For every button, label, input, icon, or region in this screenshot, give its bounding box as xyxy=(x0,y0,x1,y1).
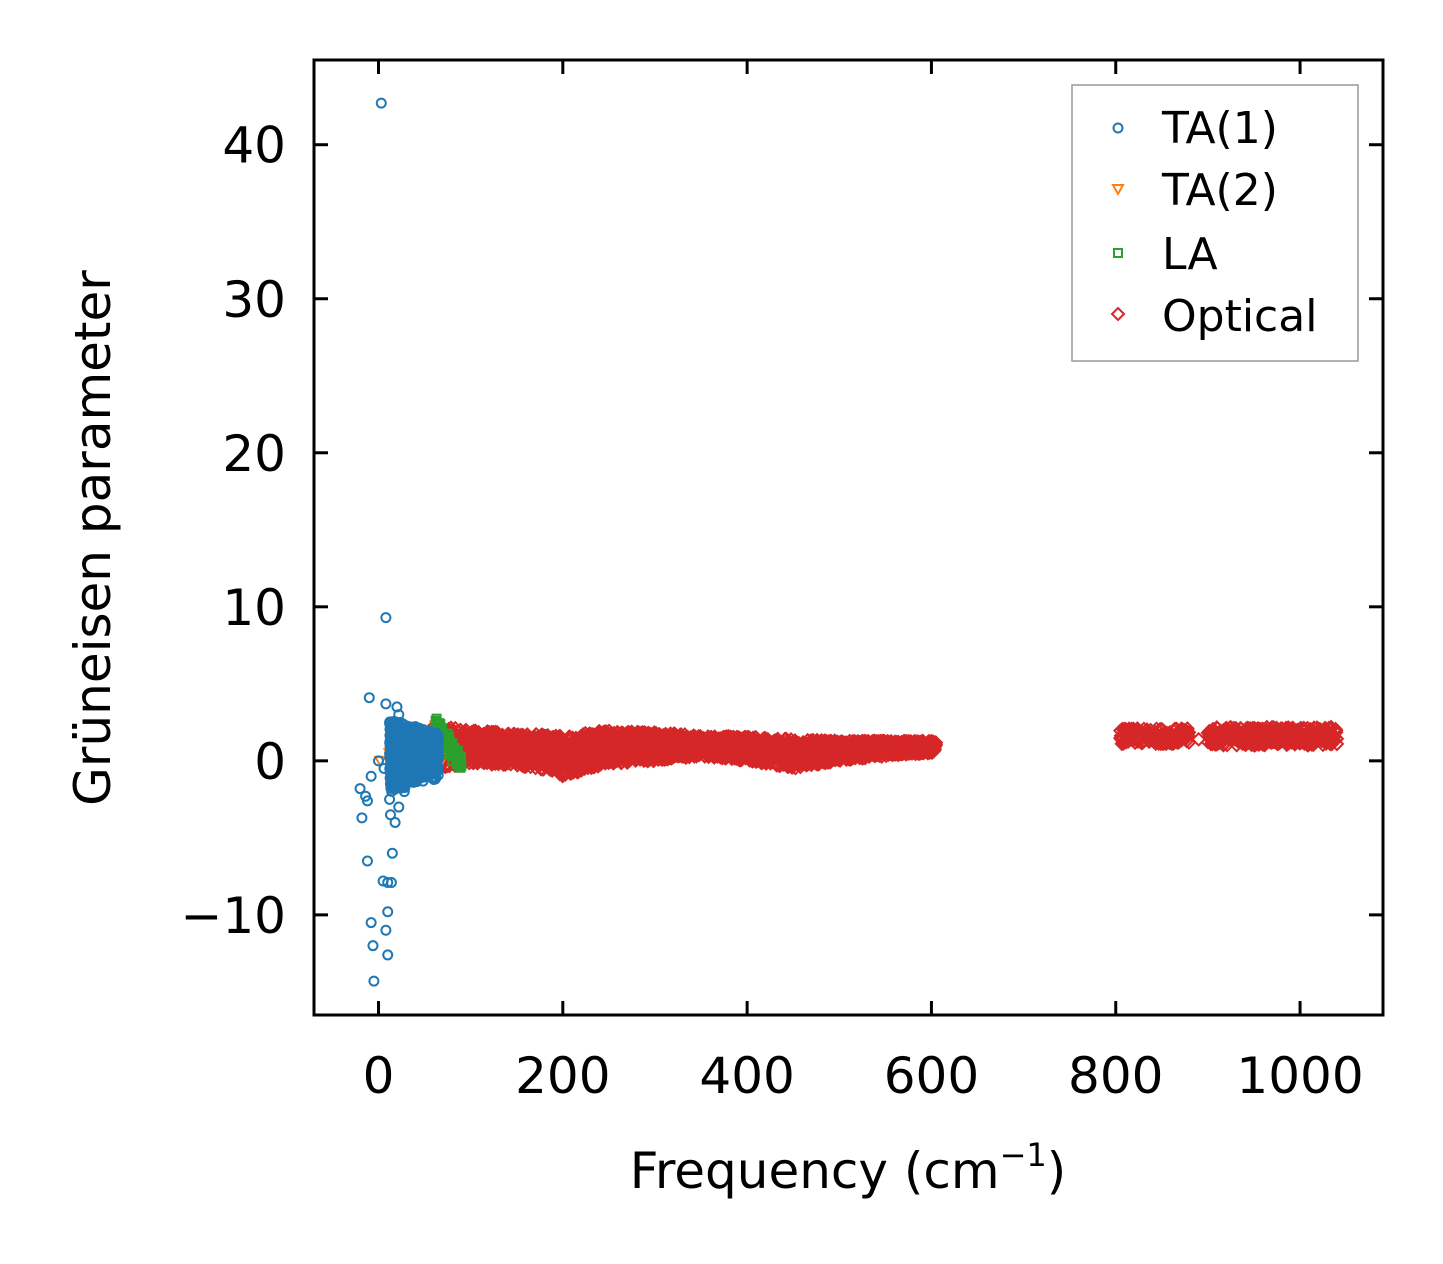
ta1-point xyxy=(380,698,392,710)
la-point xyxy=(456,760,467,771)
ta1-point xyxy=(373,755,385,767)
ta1-point xyxy=(363,692,375,704)
ta1-point xyxy=(387,743,399,755)
ta1-point xyxy=(408,743,420,755)
ta1-point xyxy=(356,812,368,824)
ta1-point xyxy=(389,816,401,828)
legend-marker-optical xyxy=(1110,306,1126,322)
y-tick-label: 0 xyxy=(254,733,286,791)
legend-marker-ta1 xyxy=(1112,122,1124,134)
ta1-point xyxy=(367,940,379,952)
la-point xyxy=(454,751,465,762)
x-axis-label: Frequency (cm−1) xyxy=(630,1136,1067,1200)
legend-label-ta1: TA(1) xyxy=(1161,103,1278,154)
ta1-point xyxy=(382,949,394,961)
plot-layer xyxy=(354,97,1345,987)
ta1-point xyxy=(397,724,409,736)
legend-marker-ta2 xyxy=(1111,184,1125,197)
optical-point xyxy=(928,737,944,753)
y-tick-label: 20 xyxy=(222,425,286,483)
optical-point xyxy=(1328,722,1344,738)
legend-marker-la xyxy=(1113,248,1123,258)
ta1-point xyxy=(365,917,377,929)
ta1-point xyxy=(393,801,405,813)
ta1-point xyxy=(365,770,377,782)
ta1-point xyxy=(384,809,396,821)
y-axis-label: Grüneisen parameter xyxy=(64,270,122,806)
ta1-point xyxy=(430,729,442,741)
ta1-point xyxy=(398,786,410,798)
ta1-point xyxy=(407,773,419,785)
x-tick-label: 0 xyxy=(363,1047,395,1105)
ta1-point xyxy=(361,855,373,867)
ta1-point xyxy=(398,759,410,771)
legend-label-optical: Optical xyxy=(1162,291,1317,342)
legend-frame xyxy=(1071,84,1359,362)
optical-point xyxy=(1181,724,1197,740)
ta1-point xyxy=(384,793,396,805)
x-tick-label: 800 xyxy=(1068,1047,1163,1105)
legend-label-ta2: TA(2) xyxy=(1161,165,1278,216)
legend-label-la: LA xyxy=(1162,229,1218,280)
optical-point xyxy=(1329,731,1345,747)
ta1-point xyxy=(361,795,373,807)
ta1-point xyxy=(384,723,396,735)
optical-point xyxy=(1180,721,1195,736)
y-tick-label: 40 xyxy=(222,117,286,175)
ta1-point xyxy=(385,877,397,889)
ta1-point xyxy=(415,760,427,772)
plot-frame xyxy=(312,58,1385,1017)
ta1-point xyxy=(393,709,405,721)
x-tick-label: 1000 xyxy=(1236,1047,1363,1105)
ta1-point xyxy=(394,734,406,746)
ta1-point xyxy=(386,847,398,859)
optical-point xyxy=(1191,731,1207,747)
ta1-point xyxy=(378,763,390,775)
optical-point xyxy=(928,735,944,751)
ta1-point xyxy=(424,735,436,747)
ta1-point xyxy=(387,771,399,783)
legend: TA(1) TA(2) LA Optical xyxy=(1071,84,1359,362)
ta1-point xyxy=(354,783,366,795)
ta1-point xyxy=(387,778,399,790)
ta1-point xyxy=(375,97,387,109)
ta1-point xyxy=(380,924,392,936)
y-tick-label: 30 xyxy=(222,271,286,329)
ta1-point xyxy=(407,726,419,738)
ta1-point xyxy=(382,877,394,889)
ta1-point xyxy=(368,975,380,987)
x-tick-label: 600 xyxy=(884,1047,979,1105)
ta1-point xyxy=(391,752,403,764)
ticks-layer: 0 200 400 600 800 1000 −10 0 10 20 30 40 xyxy=(180,60,1383,1105)
ta1-point xyxy=(427,767,439,779)
ta1-point xyxy=(431,750,443,762)
x-tick-label: 400 xyxy=(699,1047,794,1105)
x-tick-label: 200 xyxy=(515,1047,610,1105)
ta1-point xyxy=(390,725,402,737)
ta1-point xyxy=(414,725,426,737)
ta1-point xyxy=(415,740,427,752)
y-tick-label: −10 xyxy=(180,887,286,945)
ta1-point xyxy=(382,906,394,918)
ta1-point xyxy=(380,612,392,624)
y-tick-label: 10 xyxy=(222,579,286,637)
